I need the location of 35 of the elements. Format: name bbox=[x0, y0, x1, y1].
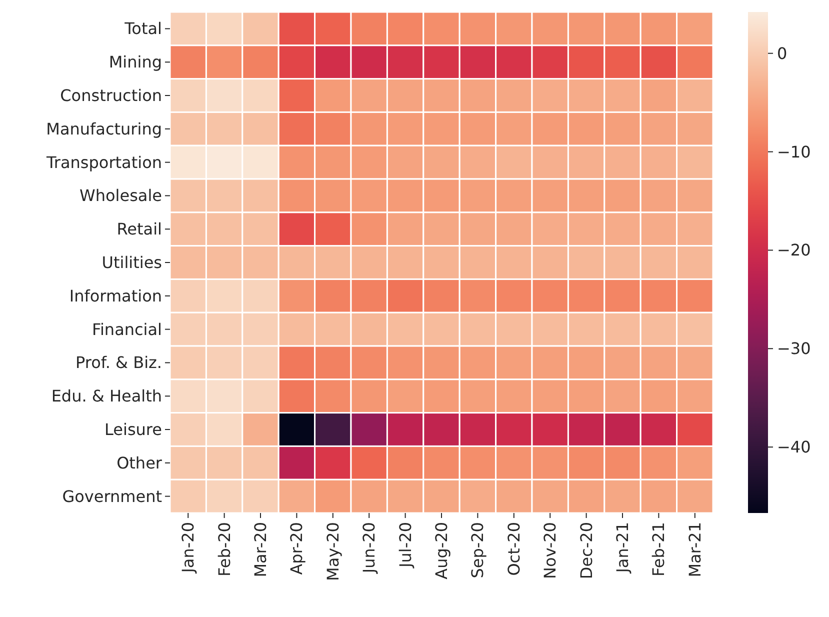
x-tick-label: Oct-20 bbox=[504, 522, 524, 576]
y-tick-label: Transportation bbox=[45, 152, 162, 172]
x-tick-label: Sep-20 bbox=[468, 522, 488, 578]
x-tick-label: Feb-21 bbox=[649, 522, 668, 576]
x-tick-label: Nov-20 bbox=[540, 522, 560, 579]
color-bar-label: −10 bbox=[777, 142, 811, 162]
y-tick-label: Other bbox=[116, 453, 162, 472]
x-tick-label: Jan-21 bbox=[613, 522, 632, 574]
y-tick-label: Information bbox=[69, 286, 162, 306]
y-tick-label: Retail bbox=[116, 220, 162, 239]
x-tick-label: Apr-20 bbox=[287, 522, 306, 575]
color-bar-label: −40 bbox=[777, 438, 811, 457]
y-tick-label: Total bbox=[124, 19, 162, 38]
x-tick-label: May-20 bbox=[323, 522, 342, 581]
x-tick-label: Feb-20 bbox=[214, 522, 234, 576]
y-tick-label: Financial bbox=[92, 320, 162, 339]
y-tick-label: Manufacturing bbox=[46, 119, 162, 138]
y-tick-label: Wholesale bbox=[80, 186, 162, 206]
y-tick-label: Mining bbox=[108, 52, 162, 72]
color-bar-label: −20 bbox=[777, 240, 811, 260]
y-tick-label: Leisure bbox=[104, 420, 162, 439]
x-tick-label: Aug-20 bbox=[432, 522, 451, 580]
color-bar-label: −30 bbox=[777, 339, 811, 358]
x-tick-label: Jan-20 bbox=[178, 522, 198, 574]
x-tick-label: Jul-20 bbox=[396, 522, 415, 568]
x-tick-label: Dec-20 bbox=[576, 522, 596, 580]
y-tick-label: Government bbox=[62, 486, 162, 506]
y-tick-label: Construction bbox=[60, 86, 162, 105]
y-tick-label: Prof. & Biz. bbox=[76, 353, 162, 372]
x-tick-label: Mar-21 bbox=[685, 522, 704, 578]
x-tick-label: Mar-20 bbox=[251, 522, 270, 578]
color-bar-label: 0 bbox=[777, 44, 788, 63]
x-tick-label: Jun-20 bbox=[360, 522, 379, 574]
y-tick-label: Edu. & Health bbox=[51, 386, 162, 406]
y-tick-label: Utilities bbox=[102, 253, 162, 272]
